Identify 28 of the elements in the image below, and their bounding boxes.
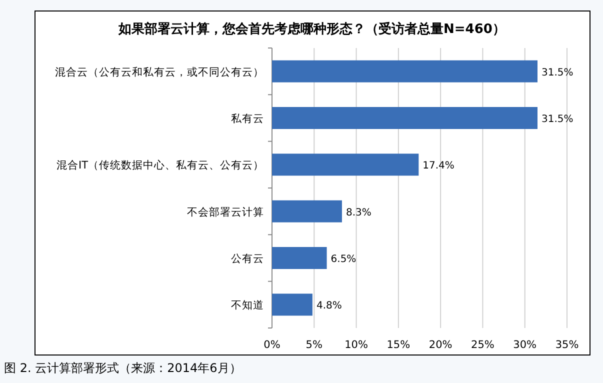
x-tick-label: 30% xyxy=(513,339,537,351)
x-tick-label: 0% xyxy=(264,339,280,351)
data-label: 31.5% xyxy=(542,114,574,125)
data-label: 17.4% xyxy=(422,160,454,172)
y-tick-label: 不会部署云计算 xyxy=(187,205,264,218)
data-label: 8.3% xyxy=(346,207,372,218)
x-tick-label: 25% xyxy=(471,339,494,351)
bar xyxy=(272,107,538,129)
y-tick-label: 不知道 xyxy=(231,300,264,312)
bar xyxy=(272,200,342,222)
bar xyxy=(272,247,327,269)
caption: 图 2. 云计算部署形式（来源：2014年6月） xyxy=(4,361,242,375)
x-tick-label: 15% xyxy=(386,339,410,351)
chart-title: 如果部署云计算，您会首先考虑哪种形态？（受访者总量N=460） xyxy=(118,21,506,37)
data-label: 4.8% xyxy=(316,300,342,312)
bar xyxy=(272,60,538,82)
x-tick-label: 5% xyxy=(306,339,322,351)
x-tick-label: 20% xyxy=(428,339,452,351)
bar xyxy=(272,294,312,316)
x-tick-label: 10% xyxy=(344,339,368,351)
y-tick-label: 混合云（公有云和私有云，或不同公有云） xyxy=(55,65,264,78)
y-tick-label: 私有云 xyxy=(231,113,264,125)
y-tick-label: 混合IT（传统数据中心、私有云、公有云） xyxy=(56,158,264,172)
x-tick-label: 35% xyxy=(555,339,579,351)
y-tick-label: 公有云 xyxy=(231,253,264,265)
data-label: 6.5% xyxy=(330,254,356,265)
data-label: 31.5% xyxy=(542,67,574,78)
bar xyxy=(272,154,419,176)
